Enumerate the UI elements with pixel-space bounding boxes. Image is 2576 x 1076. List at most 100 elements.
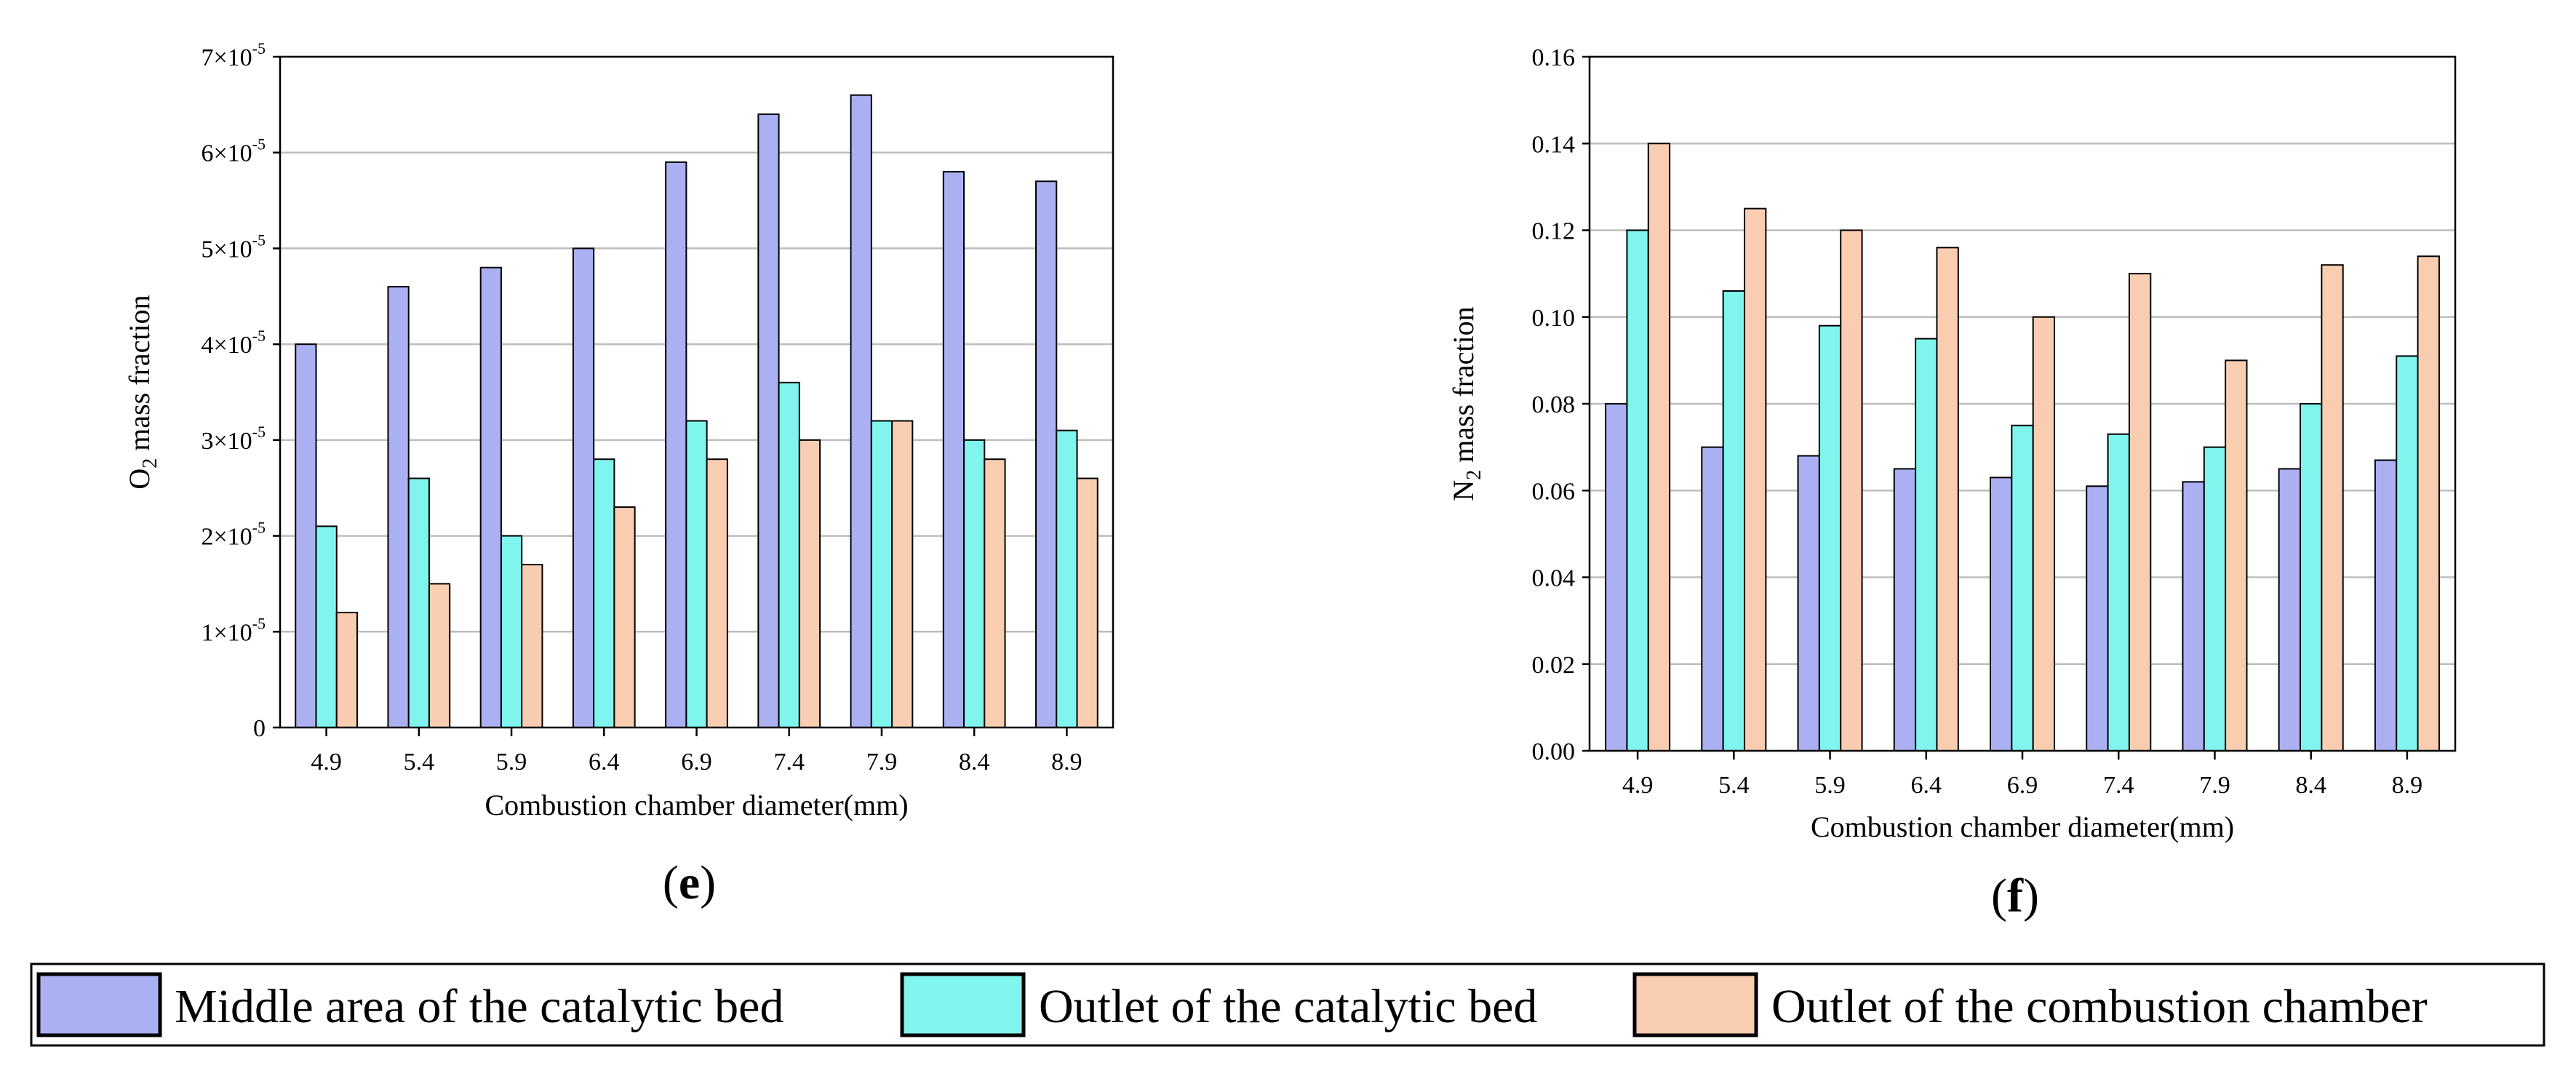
ytick-mantissa: 7×10	[201, 44, 252, 71]
bar-f-s2-c3	[1936, 247, 1959, 752]
bar-e-s0-c4	[665, 161, 687, 728]
xtick-label: 4.9	[311, 749, 342, 776]
y-axis-label-rest: mass fraction	[123, 295, 156, 458]
panel-paren-close: )	[700, 856, 716, 909]
bar-f-s0-c5	[2086, 485, 2109, 752]
y-axis-label-sub: 2	[139, 458, 162, 469]
ytick-label: 0.08	[1532, 391, 1576, 418]
bar-f-s1-c5	[2107, 433, 2130, 752]
bar-f-s0-c7	[2278, 468, 2301, 752]
bar-e-s2-c0	[335, 611, 358, 729]
ytick-mantissa: 2×10	[201, 524, 252, 551]
xtick-label: 4.9	[1622, 772, 1654, 799]
ytick-exponent: -5	[252, 614, 266, 632]
ytick-mantissa: 0.00	[1532, 738, 1576, 765]
ytick-label: 0.06	[1532, 478, 1576, 505]
bar-e-s2-c1	[428, 583, 451, 729]
legend-label-1: Outlet of the catalytic bed	[1039, 980, 1537, 1033]
bar-e-s1-c8	[1056, 429, 1078, 729]
y-axis-label-rest: mass fraction	[1447, 306, 1480, 469]
ytick-label: 3×10-5	[201, 423, 266, 455]
legend-label-0: Middle area of the catalytic bed	[175, 980, 783, 1033]
bar-e-s1-c1	[407, 477, 430, 728]
bar-f-s1-c0	[1626, 229, 1649, 752]
xtick-label: 6.9	[2007, 772, 2038, 799]
ytick-mantissa: 6×10	[201, 140, 252, 167]
ytick-label: 0.16	[1532, 44, 1576, 71]
bar-e-s2-c5	[798, 439, 821, 728]
ytick-label: 1×10-5	[201, 614, 266, 646]
ytick-mantissa: 0.06	[1532, 478, 1576, 505]
xtick-label: 7.9	[866, 749, 898, 776]
ytick-label: 0.12	[1532, 218, 1576, 245]
bar-e-s0-c8	[1035, 180, 1058, 728]
xtick-label: 7.9	[2199, 772, 2230, 799]
bar-e-s0-c0	[295, 343, 317, 728]
bar-f-s1-c4	[2011, 424, 2034, 752]
panel-label: (e)	[663, 856, 716, 909]
bar-f-s0-c4	[1989, 477, 2013, 752]
ytick-mantissa: 0.16	[1532, 44, 1576, 71]
bar-f-s2-c1	[1744, 207, 1767, 752]
bar-e-s0-c7	[942, 171, 965, 729]
xtick-label: 5.4	[404, 749, 435, 776]
bar-e-s2-c2	[521, 564, 543, 728]
xtick-label: 5.9	[496, 749, 527, 776]
y-axis-label-main: O	[123, 469, 156, 490]
ytick-label: 0.14	[1532, 131, 1576, 158]
bar-e-s1-c4	[685, 420, 708, 728]
y-axis-label-main: N	[1447, 480, 1480, 501]
bar-e-s2-c3	[613, 506, 636, 728]
ytick-label: 0.10	[1532, 305, 1576, 332]
ytick-mantissa: 1×10	[201, 619, 252, 646]
legend-swatch-2	[1632, 972, 1758, 1037]
ytick-mantissa: 5×10	[201, 236, 252, 263]
panel-paren-open: (	[663, 856, 679, 909]
xtick-label: 8.9	[2392, 772, 2423, 799]
bar-e-s1-c2	[500, 535, 523, 728]
bar-f-s2-c0	[1647, 143, 1671, 752]
ytick-exponent: -5	[252, 327, 266, 345]
xtick-label: 7.4	[773, 749, 805, 776]
bar-f-s1-c7	[2299, 403, 2323, 752]
ytick-exponent: -5	[252, 39, 266, 57]
bar-f-s1-c8	[2396, 355, 2419, 752]
bar-f-s0-c8	[2374, 459, 2398, 752]
ytick-label: 0	[253, 715, 266, 742]
panel-label: (f)	[1991, 869, 2039, 922]
legend-swatch-1	[900, 972, 1026, 1037]
ytick-exponent: -5	[252, 231, 266, 249]
ytick-mantissa: 4×10	[201, 332, 252, 359]
bar-f-s2-c6	[2225, 359, 2248, 752]
legend: Middle area of the catalytic bed Outlet o…	[30, 963, 2545, 1047]
xtick-label: 6.9	[681, 749, 712, 776]
bar-e-s1-c5	[778, 381, 800, 728]
bar-f-s2-c4	[2032, 316, 2056, 752]
panel-letter: f	[2007, 869, 2024, 922]
ytick-mantissa: 0.14	[1532, 131, 1576, 158]
bar-e-s0-c6	[850, 94, 872, 728]
y-axis-label-sub: 2	[1463, 470, 1486, 480]
chart-f: 0.00 0.02 0.04 0.06 0.08 0.10 0.12 0.14 0.16 4.9 5…	[1447, 44, 2457, 922]
bar-f-s0-c2	[1797, 455, 1820, 752]
bar-f-s1-c6	[2203, 446, 2227, 752]
ytick-mantissa: 3×10	[201, 428, 252, 455]
y-axis-label: N2 mass fraction	[1447, 306, 1486, 501]
ytick-mantissa: 0.02	[1532, 652, 1576, 679]
ytick-exponent: -5	[252, 135, 266, 154]
x-axis-label: Combustion chamber diameter(mm)	[485, 789, 908, 821]
ytick-mantissa: 0.04	[1532, 565, 1576, 592]
bar-f-s0-c3	[1893, 468, 1917, 752]
bar-e-s1-c3	[593, 458, 615, 728]
ytick-mantissa: 0.08	[1532, 391, 1576, 418]
ytick-mantissa: 0.10	[1532, 305, 1576, 332]
bar-e-s0-c2	[479, 266, 502, 728]
bar-f-s2-c7	[2321, 264, 2344, 752]
xtick-label: 7.4	[2103, 772, 2134, 799]
bar-e-s2-c6	[891, 420, 914, 728]
legend-swatch-0	[36, 972, 162, 1037]
ytick-label: 6×10-5	[201, 135, 266, 167]
panel-paren-open: (	[1991, 869, 2007, 922]
panel-letter: e	[679, 856, 700, 909]
ytick-label: 0.02	[1532, 652, 1576, 679]
